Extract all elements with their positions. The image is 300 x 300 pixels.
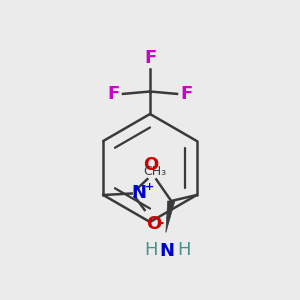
Text: O: O xyxy=(143,156,158,174)
Text: +: + xyxy=(145,182,154,192)
Text: F: F xyxy=(180,85,192,103)
Text: H: H xyxy=(144,241,158,259)
Text: -: - xyxy=(158,215,164,230)
Text: CH₃: CH₃ xyxy=(143,165,166,178)
Text: N: N xyxy=(132,184,147,202)
Text: H: H xyxy=(177,241,190,259)
Text: O: O xyxy=(146,215,161,233)
Text: N: N xyxy=(160,242,175,260)
Polygon shape xyxy=(166,201,175,232)
Text: F: F xyxy=(108,85,120,103)
Text: F: F xyxy=(144,49,156,67)
